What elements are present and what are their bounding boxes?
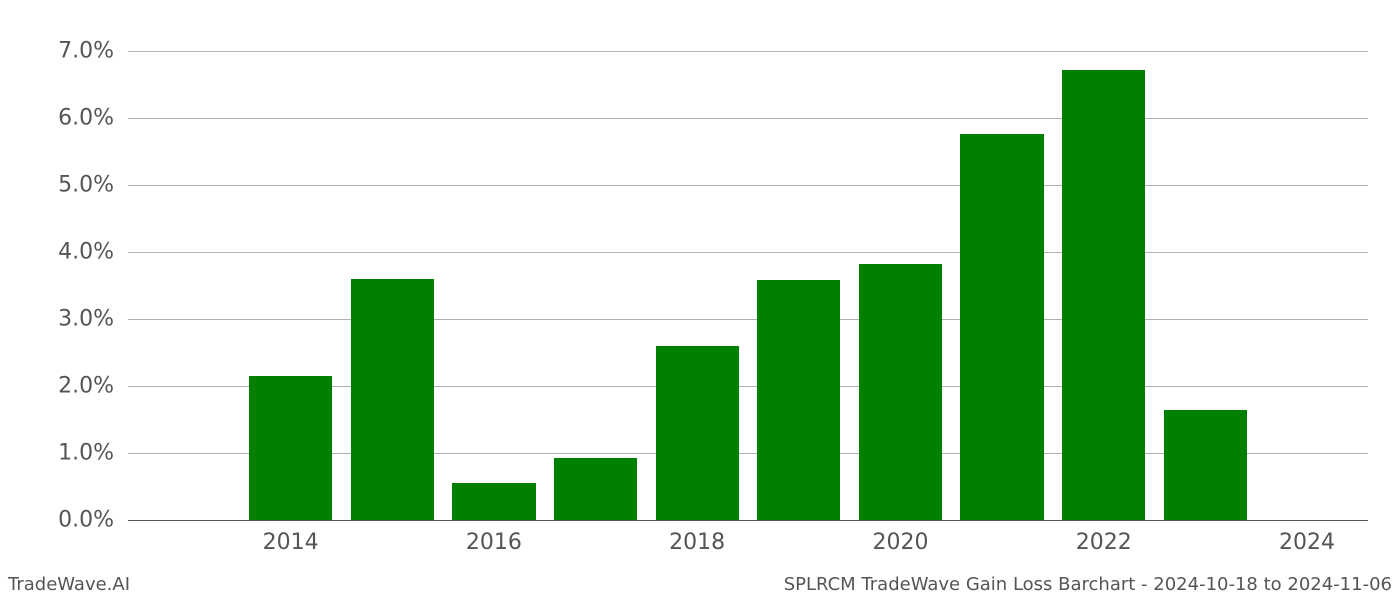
grid-line [128, 118, 1368, 119]
x-tick-label: 2022 [1076, 530, 1132, 555]
bar [757, 280, 840, 520]
grid-line [128, 252, 1368, 253]
grid-line [128, 51, 1368, 52]
y-tick-label: 3.0% [0, 307, 114, 332]
x-tick-label: 2024 [1279, 530, 1335, 555]
chart-container: 0.0% 1.0% 2.0% 3.0% 4.0% 5.0% 6.0% 7.0% 2014 201… [0, 0, 1400, 600]
x-tick-label: 2014 [263, 530, 319, 555]
bar [859, 264, 942, 520]
footer-caption: SPLRCM TradeWave Gain Loss Barchart - 20… [784, 574, 1392, 595]
bar [656, 346, 739, 520]
y-tick-label: 1.0% [0, 441, 114, 466]
grid-line [128, 319, 1368, 320]
x-tick-label: 2016 [466, 530, 522, 555]
bar [1062, 70, 1145, 520]
bar [351, 279, 434, 520]
footer-brand: TradeWave.AI [8, 574, 130, 595]
bar [554, 458, 637, 520]
x-tick-label: 2020 [872, 530, 928, 555]
y-tick-label: 0.0% [0, 508, 114, 533]
bar [1164, 410, 1247, 520]
y-tick-label: 4.0% [0, 240, 114, 265]
y-tick-label: 7.0% [0, 39, 114, 64]
bar [960, 134, 1043, 520]
bar [452, 483, 535, 520]
plot-area [128, 28, 1368, 520]
y-tick-label: 5.0% [0, 173, 114, 198]
y-tick-label: 6.0% [0, 106, 114, 131]
x-tick-label: 2018 [669, 530, 725, 555]
y-tick-label: 2.0% [0, 374, 114, 399]
bar [249, 376, 332, 520]
grid-line [128, 185, 1368, 186]
x-axis-spine [128, 520, 1368, 521]
